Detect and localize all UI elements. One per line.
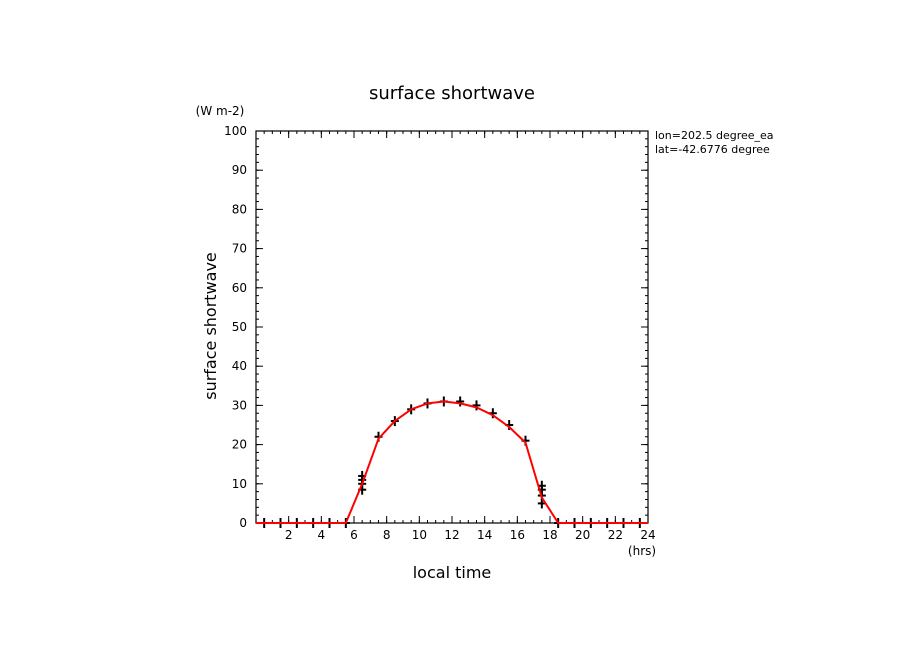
y-tick-label: 70	[232, 242, 247, 256]
y-tick-label: 30	[232, 398, 247, 412]
x-tick-label: 2	[285, 528, 293, 542]
y-tick-label: 50	[232, 320, 247, 334]
y-axis-label: surface shortwave	[201, 252, 220, 400]
y-tick-label: 90	[232, 163, 247, 177]
y-axis-unit: (W m-2)	[196, 104, 245, 118]
x-tick-label: 6	[350, 528, 358, 542]
x-tick-label: 20	[575, 528, 590, 542]
y-tick-label: 40	[232, 359, 247, 373]
chart-title: surface shortwave	[369, 83, 535, 104]
x-tick-label: 16	[510, 528, 525, 542]
y-tick-label: 80	[232, 202, 247, 216]
y-tick-label: 60	[232, 281, 247, 295]
x-tick-label: 10	[412, 528, 427, 542]
annotation-lon: lon=202.5 degree_ea	[655, 129, 774, 142]
data-point-marker	[456, 396, 465, 407]
x-axis-unit: (hrs)	[628, 544, 656, 558]
plot-series	[256, 396, 648, 528]
y-tick-label: 10	[232, 477, 247, 491]
annotation-lat: lat=-42.6776 degree	[655, 143, 770, 156]
axes: 2 4 6 8 10 12 14 16 18 20 22 2401020304050607080901…	[224, 124, 656, 542]
x-tick-label: 24	[640, 528, 655, 542]
x-tick-label: 14	[477, 528, 492, 542]
y-tick-label: 100	[224, 124, 247, 138]
x-tick-label: 8	[383, 528, 391, 542]
y-tick-label: 20	[232, 438, 247, 452]
plot-frame	[255, 130, 649, 524]
x-tick-label: 18	[542, 528, 557, 542]
annotation-clip	[779, 126, 904, 162]
data-point-marker	[472, 400, 481, 411]
x-axis-label: local time	[413, 563, 492, 582]
series-line	[256, 400, 648, 524]
x-tick-label: 12	[444, 528, 459, 542]
x-tick-label: 4	[318, 528, 326, 542]
y-tick-label: 0	[239, 516, 247, 530]
x-tick-label: 22	[608, 528, 623, 542]
